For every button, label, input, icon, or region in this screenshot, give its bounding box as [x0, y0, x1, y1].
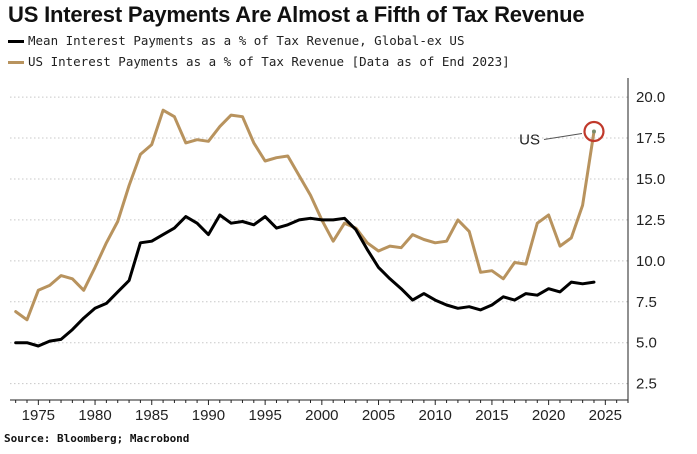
y-tick-label: 15.0: [636, 171, 665, 188]
source-note: Source: Bloomberg; Macrobond: [4, 432, 190, 445]
legend-entry-us: US Interest Payments as a % of Tax Reven…: [8, 54, 510, 69]
annotation-label-us: US: [519, 131, 540, 148]
y-tick-label: 7.5: [636, 294, 657, 311]
x-tick-label: 2020: [532, 407, 565, 424]
y-tick-label: 20.0: [636, 89, 665, 106]
annotation-leader-line: [543, 132, 583, 140]
legend-swatch-black: [8, 40, 24, 43]
x-tick-label: 2010: [419, 407, 452, 424]
highlight-ring: [583, 120, 605, 143]
y-tick-label: 5.0: [636, 335, 657, 352]
x-tick-label: 1990: [192, 407, 225, 424]
x-tick-label: 2025: [589, 407, 622, 424]
y-tick-label: 2.5: [636, 376, 657, 393]
x-tick-label: 1985: [135, 407, 168, 424]
legend-entry-global-ex-us: Mean Interest Payments as a % of Tax Rev…: [8, 33, 465, 48]
x-tick-label: 1975: [22, 407, 55, 424]
y-tick-label: 10.0: [636, 253, 665, 270]
x-tick-label: 2015: [475, 407, 508, 424]
legend-label-global-ex-us: Mean Interest Payments as a % of Tax Rev…: [28, 33, 465, 48]
x-tick-label: 2000: [305, 407, 338, 424]
x-tick-label: 1995: [248, 407, 281, 424]
series-line-us: [14, 108, 596, 322]
chart-title: US Interest Payments Are Almost a Fifth …: [8, 2, 585, 27]
y-tick-label: 12.5: [636, 212, 665, 229]
x-tick-label: 2005: [362, 407, 395, 424]
x-tick-label: 1980: [78, 407, 111, 424]
series-line-global-ex-us: [14, 213, 596, 348]
legend-label-us: US Interest Payments as a % of Tax Reven…: [28, 54, 510, 69]
last-point-marker: [591, 129, 596, 134]
y-tick-label: 17.5: [636, 130, 665, 147]
legend-swatch-tan: [8, 61, 24, 64]
